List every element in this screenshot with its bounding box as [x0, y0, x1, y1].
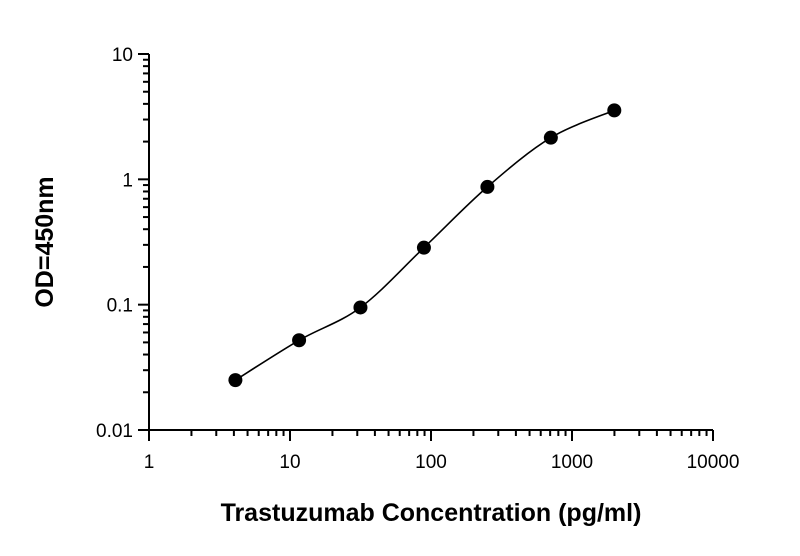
data-point — [543, 130, 558, 145]
data-point — [416, 240, 431, 255]
data-point — [353, 300, 368, 315]
x-tick-label: 10000 — [687, 452, 740, 473]
y-axis-ticks: 0.01 0.1 1 10 — [96, 45, 149, 442]
data-point — [480, 179, 495, 194]
x-tick-label: 10 — [279, 452, 300, 473]
y-tick-label: 0.1 — [107, 296, 133, 317]
x-tick-label: 1000 — [551, 452, 593, 473]
y-tick-label: 10 — [112, 45, 133, 66]
y-tick-label: 1 — [122, 170, 133, 191]
data-point — [292, 333, 307, 348]
data-points — [228, 103, 622, 388]
x-axis-ticks: 1 10 100 1000 10000 — [144, 430, 740, 473]
x-axis-title: Trastuzumab Concentration (pg/ml) — [221, 499, 642, 527]
data-point — [228, 373, 243, 388]
y-tick-label: 0.01 — [96, 421, 133, 442]
x-tick-label: 100 — [415, 452, 447, 473]
y-axis-title: OD=450nm — [31, 176, 59, 307]
data-point — [607, 103, 622, 118]
x-tick-label: 1 — [144, 452, 155, 473]
